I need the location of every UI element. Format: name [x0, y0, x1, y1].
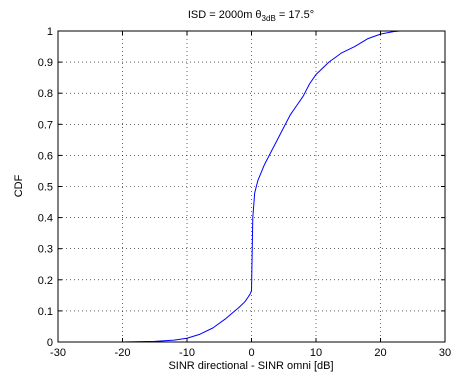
chart-title-prefix: ISD = 2000m — [188, 9, 256, 21]
y-tick-label: 0.6 — [38, 150, 53, 162]
y-tick-label: 0.5 — [38, 182, 53, 194]
grid — [58, 31, 445, 342]
x-tick-label: 30 — [439, 347, 451, 359]
y-tick-label: 0.1 — [38, 306, 53, 318]
chart-title-subscript: 3dB — [262, 14, 276, 23]
x-tick-label: 10 — [310, 347, 322, 359]
y-tick-label: 0 — [47, 337, 53, 349]
x-axis-label: SINR directional - SINR omni [dB] — [168, 360, 333, 372]
ticks: -30 -20 -10 0 10 20 30 0 0.1 0.2 0.3 0.4 0.5 0.6 0.7 0.… — [38, 26, 451, 359]
y-axis-label: CDF — [13, 174, 25, 197]
y-tick-label: 0.3 — [38, 244, 53, 256]
x-tick-label: 0 — [248, 347, 254, 359]
y-tick-label: 0.7 — [38, 119, 53, 131]
x-tick-label: 20 — [374, 347, 386, 359]
y-tick-label: 0.8 — [38, 88, 53, 100]
y-tick-label: 0.9 — [38, 57, 53, 69]
y-tick-label: 0.4 — [38, 213, 53, 225]
chart-title-symbol: θ — [255, 9, 261, 21]
chart-title: ISD = 2000m θ3dB = 17.5° — [188, 9, 314, 23]
y-tick-label: 1 — [47, 26, 53, 38]
x-tick-label: -10 — [179, 347, 195, 359]
y-tick-label: 0.2 — [38, 275, 53, 287]
chart-title-suffix: = 17.5° — [276, 9, 314, 21]
x-tick-label: -20 — [115, 347, 131, 359]
series-layer — [122, 30, 400, 343]
x-tick-label: -30 — [50, 347, 66, 359]
cdf-curve — [122, 30, 400, 343]
